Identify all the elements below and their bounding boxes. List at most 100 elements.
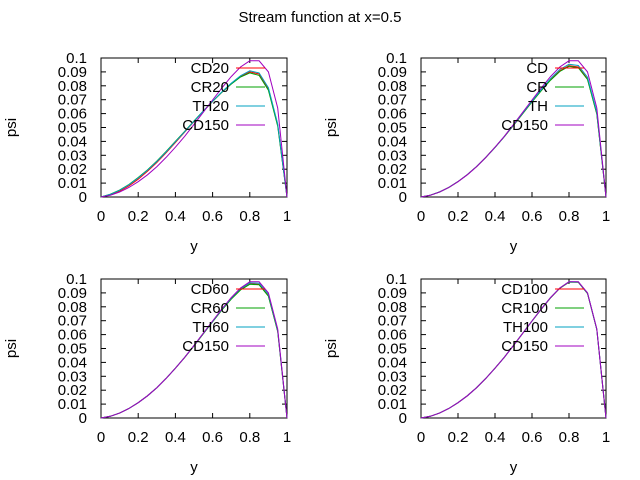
y-tick-label: 0.05 (378, 120, 407, 137)
y-axis-label: psi (3, 118, 20, 137)
x-tick-label: 0.6 (522, 208, 543, 225)
legend-label-cr60: CR60 (191, 300, 229, 317)
y-tick-label: 0.03 (378, 147, 407, 164)
y-tick-label: 0.02 (378, 161, 407, 178)
x-tick-label: 0 (417, 429, 425, 446)
x-tick-label: 0.2 (448, 429, 469, 446)
x-tick-label: 0.4 (165, 208, 186, 225)
y-tick-label: 0.05 (378, 341, 407, 358)
series-line-cd150 (100, 60, 288, 198)
y-tick-label: 0.06 (378, 106, 407, 123)
y-tick-label: 0 (79, 410, 87, 427)
chart-panel-4: 00.010.020.030.040.050.060.070.080.090.1… (323, 271, 610, 476)
y-tick-label: 0.09 (58, 64, 87, 81)
series-line-cd150 (420, 281, 607, 419)
y-axis-label: psi (323, 339, 340, 358)
legend-label-cr20: CR20 (191, 79, 229, 96)
legend-label-th60: TH60 (192, 319, 229, 336)
y-tick-label: 0.03 (58, 368, 87, 385)
y-tick-label: 0.09 (378, 64, 407, 81)
x-tick-label: 0.6 (202, 208, 223, 225)
x-axis-label: y (510, 238, 518, 255)
legend-label-cd60: CD60 (191, 281, 229, 298)
series-line-cd150 (420, 60, 607, 198)
x-tick-label: 0.2 (448, 208, 469, 225)
y-tick-label: 0.03 (58, 147, 87, 164)
legend-label-th100: TH100 (503, 319, 548, 336)
y-tick-label: 0.02 (58, 161, 87, 178)
y-tick-label: 0.08 (58, 299, 87, 316)
y-tick-label: 0.1 (386, 50, 407, 67)
y-tick-label: 0.06 (58, 327, 87, 344)
x-tick-label: 1 (283, 208, 291, 225)
y-tick-label: 0.1 (386, 271, 407, 288)
legend-label-cd150: CD150 (182, 338, 229, 355)
y-tick-label: 0.09 (378, 285, 407, 302)
x-tick-label: 0.8 (559, 429, 580, 446)
y-tick-label: 0.07 (58, 92, 87, 109)
x-axis-label: y (190, 238, 198, 255)
y-tick-label: 0.04 (378, 133, 407, 150)
legend-label-cd: CD (526, 60, 548, 77)
y-tick-label: 0.07 (378, 92, 407, 109)
y-tick-label: 0.01 (378, 396, 407, 413)
legend-label-cr: CR (526, 79, 548, 96)
series-line-th20 (100, 70, 288, 198)
y-tick-label: 0 (79, 189, 87, 206)
y-tick-label: 0.09 (58, 285, 87, 302)
y-tick-label: 0.01 (378, 175, 407, 192)
chart-panel-1: 00.010.020.030.040.050.060.070.080.090.1… (3, 50, 291, 255)
x-tick-label: 0.8 (559, 208, 580, 225)
legend-label-cd100: CD100 (501, 281, 548, 298)
legend-label-cd150: CD150 (501, 338, 548, 355)
figure-title: Stream function at x=0.5 (238, 9, 401, 26)
legend-label-th20: TH20 (192, 98, 229, 115)
y-tick-label: 0.01 (58, 396, 87, 413)
y-axis-label: psi (3, 339, 20, 358)
x-tick-label: 0.4 (485, 429, 506, 446)
y-tick-label: 0.08 (58, 78, 87, 95)
legend-label-th: TH (528, 98, 548, 115)
y-tick-label: 0.04 (58, 354, 87, 371)
chart-panel-2: 00.010.020.030.040.050.060.070.080.090.1… (323, 50, 610, 255)
x-tick-label: 0 (97, 429, 105, 446)
x-tick-label: 0.6 (522, 429, 543, 446)
x-tick-label: 0.4 (165, 429, 186, 446)
x-axis-label: y (190, 459, 198, 476)
y-tick-label: 0.07 (378, 313, 407, 330)
y-tick-label: 0.07 (58, 313, 87, 330)
x-tick-label: 0.4 (485, 208, 506, 225)
x-tick-label: 0 (417, 208, 425, 225)
y-tick-label: 0.05 (58, 120, 87, 137)
legend-label-cd150: CD150 (182, 117, 229, 134)
legend-label-cd150: CD150 (501, 117, 548, 134)
x-tick-label: 0.8 (239, 429, 260, 446)
y-tick-label: 0.05 (58, 341, 87, 358)
y-tick-label: 0.06 (58, 106, 87, 123)
x-axis-label: y (510, 459, 518, 476)
legend-label-cr100: CR100 (501, 300, 548, 317)
y-tick-label: 0.02 (378, 382, 407, 399)
y-tick-label: 0.08 (378, 299, 407, 316)
x-tick-label: 0.2 (128, 429, 149, 446)
y-tick-label: 0 (399, 410, 407, 427)
x-tick-label: 0 (97, 208, 105, 225)
y-tick-label: 0 (399, 189, 407, 206)
y-tick-label: 0.02 (58, 382, 87, 399)
y-tick-label: 0.03 (378, 368, 407, 385)
y-axis-label: psi (323, 118, 340, 137)
x-tick-label: 1 (602, 429, 610, 446)
y-tick-label: 0.04 (378, 354, 407, 371)
x-tick-label: 1 (602, 208, 610, 225)
x-tick-label: 0.2 (128, 208, 149, 225)
x-tick-label: 0.8 (239, 208, 260, 225)
y-tick-label: 0.06 (378, 327, 407, 344)
legend-label-cd20: CD20 (191, 60, 229, 77)
x-tick-label: 0.6 (202, 429, 223, 446)
y-tick-label: 0.08 (378, 78, 407, 95)
y-tick-label: 0.1 (66, 271, 87, 288)
y-tick-label: 0.01 (58, 175, 87, 192)
y-tick-label: 0.1 (66, 50, 87, 67)
chart-panel-3: 00.010.020.030.040.050.060.070.080.090.1… (3, 271, 291, 476)
